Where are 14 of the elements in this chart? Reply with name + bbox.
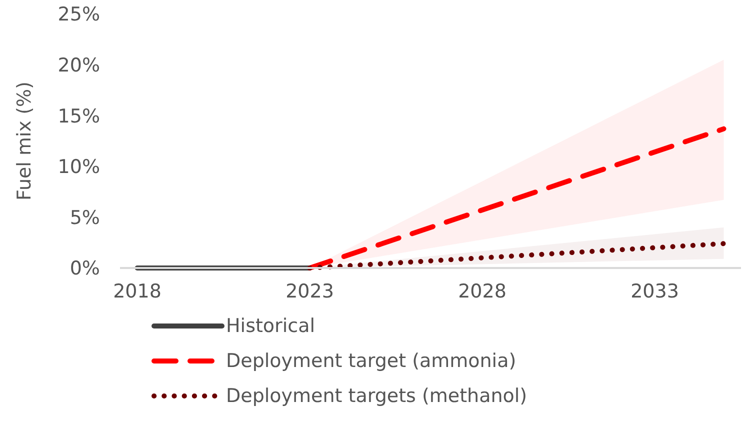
y-tick-label: 15% [58, 105, 100, 128]
y-tick-label: 25% [58, 4, 100, 26]
x-tick-label: 2033 [630, 280, 679, 302]
y-tick-label: 20% [58, 54, 100, 77]
y-tick-label: 5% [70, 206, 100, 229]
x-tick-label: 2023 [286, 280, 334, 302]
y-tick-label: 10% [58, 156, 100, 178]
legend-label: Historical [226, 314, 315, 336]
x-tick-label: 2018 [113, 280, 162, 302]
x-tick-label: 2028 [458, 280, 506, 302]
y-axis-title: Fuel mix (%) [14, 82, 36, 200]
legend-label: Deployment targets (methanol) [226, 384, 528, 406]
y-tick-label: 0% [70, 258, 100, 280]
legend-label: Deployment target (ammonia) [226, 350, 516, 372]
